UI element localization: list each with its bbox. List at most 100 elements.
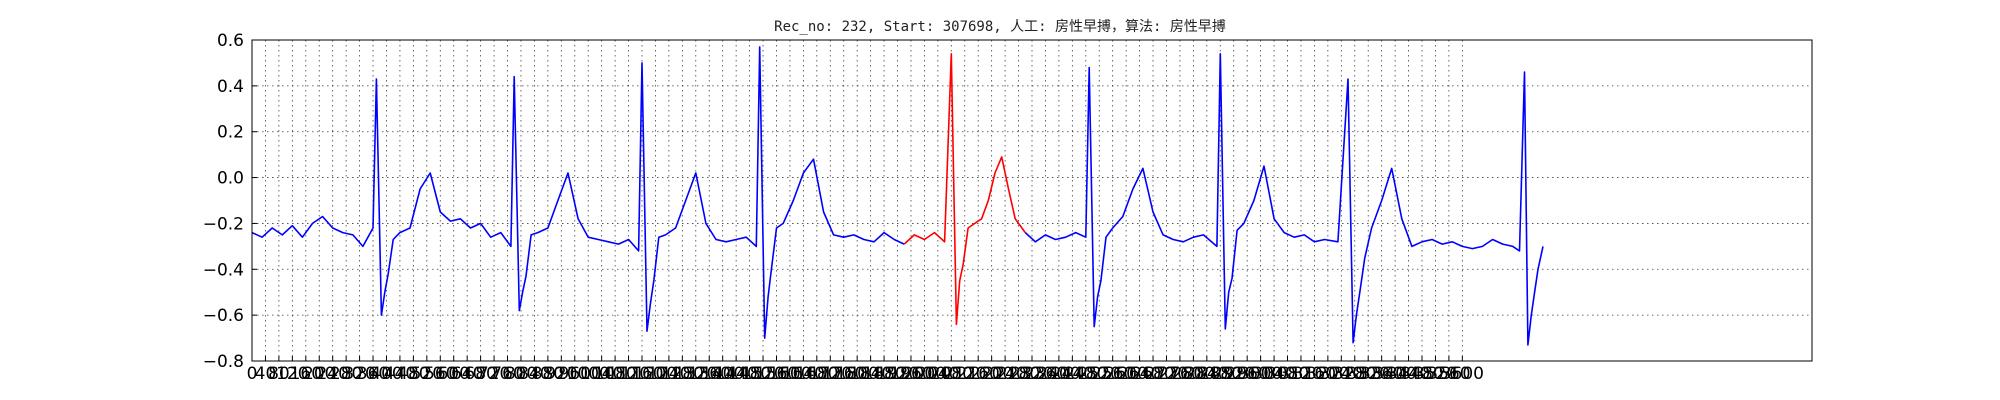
x-tick-label: 2080 — [930, 364, 973, 384]
x-tick-label: 2600 — [1105, 364, 1148, 384]
x-tick-label: 2400 — [1037, 364, 1080, 384]
x-tick-label: 1200 — [634, 364, 677, 384]
x-tick-label: 3200 — [1306, 364, 1349, 384]
x-tick-label: 3320 — [1347, 364, 1390, 384]
x-tick-label: 3600 — [1441, 364, 1484, 384]
x-tick-label: 2880 — [1199, 364, 1242, 384]
x-tick-label: 1120 — [607, 364, 650, 384]
x-tick-label: 3040 — [1252, 364, 1295, 384]
x-tick-label: 80 — [268, 364, 290, 384]
x-tick-label: 3400 — [1373, 364, 1416, 384]
x-tick-label: 2960 — [1226, 364, 1269, 384]
y-tick-label: −0.4 — [203, 260, 244, 280]
x-tick-label: 1920 — [876, 364, 919, 384]
x-tick-label: 1360 — [688, 364, 731, 384]
x-tick-label: 2440 — [1051, 364, 1094, 384]
x-tick-label: 1440 — [715, 364, 758, 384]
x-tick-label: 1520 — [741, 364, 784, 384]
x-tick-label: 1800 — [836, 364, 879, 384]
y-tick-label: −0.8 — [203, 352, 244, 372]
x-tick-label: 1880 — [862, 364, 905, 384]
grid-lines — [252, 40, 1812, 361]
x-tick-label: 3160 — [1293, 364, 1336, 384]
x-tick-label: 2800 — [1172, 364, 1215, 384]
x-tick-label: 520 — [411, 364, 443, 384]
x-tick-label: 200 — [303, 364, 335, 384]
y-tick-label: 0.2 — [217, 123, 244, 143]
x-tick-label: 2160 — [957, 364, 1000, 384]
x-tick-label: 1400 — [701, 364, 744, 384]
x-tick-label: 720 — [478, 364, 510, 384]
series-lines — [251, 46, 1544, 346]
y-tick-label: −0.2 — [203, 214, 244, 234]
x-tick-label: 840 — [518, 364, 550, 384]
chart-title: Rec_no: 232, Start: 307698, 人工: 房性早搏，算法:… — [774, 18, 1226, 35]
y-tick-label: 0.4 — [217, 77, 244, 97]
x-tick-label: 960 — [559, 364, 591, 384]
x-tick-label: 3520 — [1414, 364, 1457, 384]
x-tick-label: 2280 — [997, 364, 1040, 384]
x-tick-label: 1840 — [849, 364, 892, 384]
x-tick-label: 2560 — [1091, 364, 1134, 384]
x-tick-label: 3240 — [1320, 364, 1363, 384]
x-tick-label: 1000 — [567, 364, 610, 384]
y-tick-label: 0.6 — [217, 31, 244, 51]
x-tick-label: 1240 — [647, 364, 690, 384]
y-axis: −0.8 −0.6 −0.4 −0.2 0.0 0.2 0.4 0.6 — [203, 31, 257, 372]
y-tick-label: −0.6 — [203, 306, 244, 326]
y-tick-label: 0.0 — [217, 169, 244, 189]
x-tick-label: 1560 — [755, 364, 798, 384]
x-tick-label: 2920 — [1212, 364, 1255, 384]
x-tick-label: 160 — [290, 364, 322, 384]
x-tick-label: 480 — [397, 364, 429, 384]
x-tick-label: 2760 — [1158, 364, 1201, 384]
x-tick-label: 1680 — [795, 364, 838, 384]
x-tick-label: 3560 — [1427, 364, 1470, 384]
x-tick-label: 760 — [491, 364, 523, 384]
x-tick-label: 1960 — [889, 364, 932, 384]
x-tick-label: 2040 — [916, 364, 959, 384]
x-tick-label: 1600 — [768, 364, 811, 384]
x-tick-label: 3120 — [1279, 364, 1322, 384]
x-tick-label: 2120 — [943, 364, 986, 384]
x-tick-label: 2320 — [1010, 364, 1053, 384]
x-tick-label: 2000 — [903, 364, 946, 384]
x-tick-label: 1320 — [674, 364, 717, 384]
x-tick-label: 2520 — [1078, 364, 1121, 384]
x-tick-label: 1720 — [809, 364, 852, 384]
x-tick-label: 3000 — [1239, 364, 1282, 384]
x-tick-label: 280 — [330, 364, 362, 384]
x-tick-label: 2240 — [983, 364, 1026, 384]
x-tick-label: 1640 — [782, 364, 825, 384]
x-tick-label: 2680 — [1131, 364, 1174, 384]
series-line-1 — [251, 46, 905, 339]
x-tick-label: 1160 — [620, 364, 663, 384]
x-tick-label: 440 — [384, 364, 416, 384]
x-tick-label: 800 — [505, 364, 537, 384]
x-tick-label: 560 — [424, 364, 456, 384]
x-tick-label: 1080 — [593, 364, 636, 384]
x-tick-label: 2720 — [1145, 364, 1188, 384]
x-tick-label: 2360 — [1024, 364, 1067, 384]
x-tick-label: 3480 — [1400, 364, 1443, 384]
x-tick-label: 0 — [247, 364, 258, 384]
x-tick-label: 1280 — [661, 364, 704, 384]
x-tick-label: 2200 — [970, 364, 1013, 384]
x-tick-label: 600 — [437, 364, 469, 384]
x-tick-label: 2480 — [1064, 364, 1107, 384]
x-axis: 0408012016020024028032036040044048052056… — [247, 356, 1484, 384]
series-line-highlight — [903, 52, 1026, 326]
x-tick-label: 3440 — [1387, 364, 1430, 384]
x-tick-label: 880 — [532, 364, 564, 384]
x-tick-label: 120 — [276, 364, 308, 384]
x-tick-label: 920 — [545, 364, 577, 384]
x-tick-label: 240 — [316, 364, 348, 384]
x-tick-label: 2840 — [1185, 364, 1228, 384]
x-tick-label: 1040 — [580, 364, 623, 384]
x-tick-label: 3280 — [1333, 364, 1376, 384]
x-tick-label: 1480 — [728, 364, 771, 384]
x-tick-label: 40 — [255, 364, 277, 384]
x-tick-label: 320 — [343, 364, 375, 384]
x-tick-label: 680 — [464, 364, 496, 384]
